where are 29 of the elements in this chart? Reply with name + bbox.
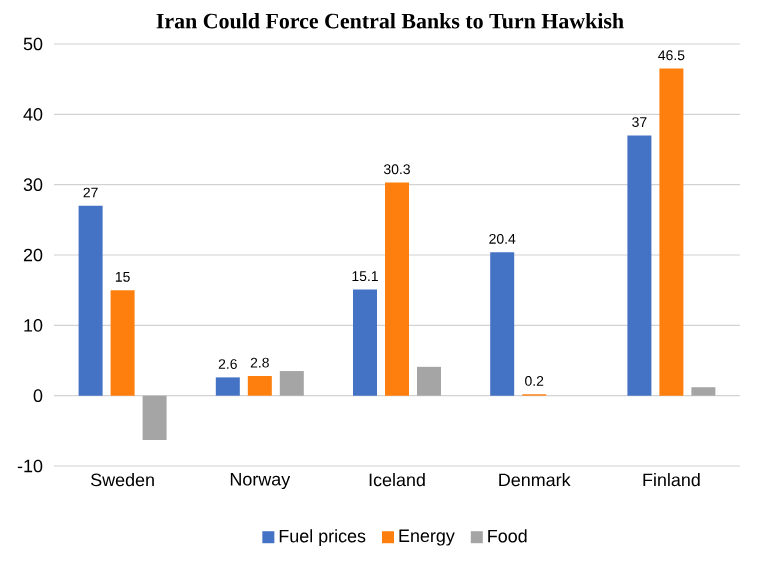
bar: [417, 366, 442, 396]
x-tick-label: Norway: [230, 473, 291, 490]
bar: [691, 387, 716, 396]
y-tick-label: 10: [24, 318, 43, 332]
x-tick-label: Sweden: [91, 473, 154, 487]
y-tick-label: 40: [23, 107, 43, 121]
legend-label: Energy: [399, 529, 455, 546]
bar: [659, 68, 684, 396]
bar: [353, 289, 378, 396]
legend-label: Food: [488, 529, 527, 543]
x-tick-label: Denmark: [499, 473, 571, 487]
bar: [247, 375, 272, 396]
bar: [279, 371, 304, 396]
bar: [78, 205, 103, 396]
chart-title: Iran Could Force Central Banks to Turn Hawkish: [156, 13, 624, 29]
x-tick-label: Iceland: [369, 473, 425, 487]
y-tick-label: 50: [23, 37, 43, 51]
x-tick-label: Finland: [643, 473, 700, 487]
bar: [490, 252, 515, 396]
y-tick-label: 0: [33, 389, 43, 403]
bar: [142, 395, 167, 440]
y-tick-label: 20: [23, 248, 43, 262]
legend-label: Fuel prices: [279, 529, 366, 546]
y-tick-label: -10: [17, 459, 43, 473]
bar: [627, 135, 652, 396]
bar: [110, 290, 135, 396]
bar: [215, 377, 240, 396]
bar: [385, 182, 410, 396]
y-tick-label: 30: [23, 178, 43, 192]
